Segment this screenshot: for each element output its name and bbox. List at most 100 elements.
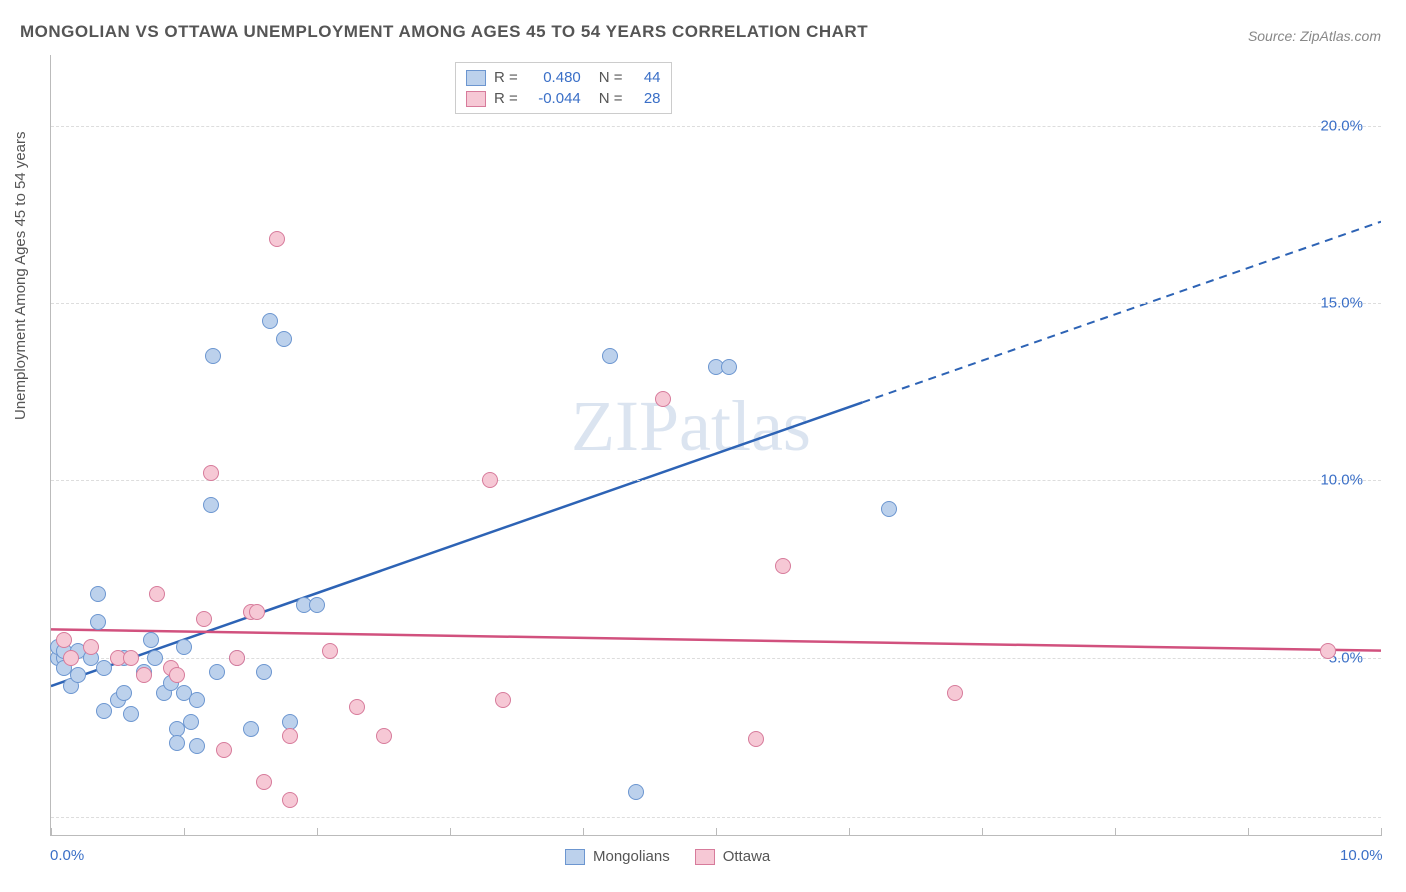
legend-R-value: -0.044: [526, 90, 581, 107]
regression-line: [51, 629, 1381, 650]
source-label: Source: ZipAtlas.com: [1248, 28, 1381, 44]
data-point: [56, 632, 72, 648]
data-point: [123, 706, 139, 722]
chart-container: MONGOLIAN VS OTTAWA UNEMPLOYMENT AMONG A…: [0, 0, 1406, 892]
data-point: [1320, 643, 1336, 659]
data-point: [602, 348, 618, 364]
x-tick: [450, 828, 451, 836]
data-point: [205, 348, 221, 364]
legend-row: R = -0.044 N = 28: [466, 88, 661, 109]
legend-R-label: R =: [494, 90, 518, 107]
data-point: [143, 632, 159, 648]
regression-lines-layer: [51, 55, 1381, 835]
data-point: [628, 784, 644, 800]
x-tick: [51, 828, 52, 836]
x-tick: [849, 828, 850, 836]
data-point: [881, 501, 897, 517]
y-tick-label: 20.0%: [1320, 117, 1363, 134]
data-point: [276, 331, 292, 347]
data-point: [183, 714, 199, 730]
data-point: [203, 465, 219, 481]
x-tick: [583, 828, 584, 836]
data-point: [90, 614, 106, 630]
gridline: [51, 126, 1381, 127]
data-point: [249, 604, 265, 620]
legend-swatch: [466, 91, 486, 107]
data-point: [947, 685, 963, 701]
data-point: [269, 231, 285, 247]
legend-N-value: 44: [631, 69, 661, 86]
x-tick-label: 10.0%: [1340, 847, 1383, 864]
legend-swatch: [466, 70, 486, 86]
x-tick: [982, 828, 983, 836]
data-point: [256, 664, 272, 680]
data-point: [229, 650, 245, 666]
gridline: [51, 817, 1381, 818]
data-point: [136, 667, 152, 683]
data-point: [63, 650, 79, 666]
data-point: [376, 728, 392, 744]
data-point: [96, 660, 112, 676]
data-point: [96, 703, 112, 719]
data-point: [209, 664, 225, 680]
x-tick: [716, 828, 717, 836]
x-tick: [317, 828, 318, 836]
legend-item: Mongolians: [565, 848, 670, 865]
legend-N-label: N =: [599, 90, 623, 107]
data-point: [775, 558, 791, 574]
data-point: [90, 586, 106, 602]
data-point: [262, 313, 278, 329]
data-point: [203, 497, 219, 513]
data-point: [721, 359, 737, 375]
data-point: [147, 650, 163, 666]
legend-R-label: R =: [494, 69, 518, 86]
y-axis-label: Unemployment Among Ages 45 to 54 years: [12, 131, 29, 420]
x-tick: [1115, 828, 1116, 836]
gridline: [51, 658, 1381, 659]
series-legend: Mongolians Ottawa: [565, 848, 770, 865]
gridline: [51, 480, 1381, 481]
correlation-legend: R = 0.480 N = 44 R = -0.044 N = 28: [455, 62, 672, 114]
data-point: [282, 728, 298, 744]
legend-row: R = 0.480 N = 44: [466, 67, 661, 88]
x-tick: [1381, 828, 1382, 836]
legend-series-name: Mongolians: [593, 848, 670, 865]
legend-item: Ottawa: [695, 848, 771, 865]
data-point: [70, 667, 86, 683]
data-point: [196, 611, 212, 627]
watermark-text: ZIPatlas: [571, 385, 811, 468]
regression-line: [51, 402, 862, 686]
data-point: [116, 685, 132, 701]
legend-N-value: 28: [631, 90, 661, 107]
legend-series-name: Ottawa: [723, 848, 771, 865]
data-point: [169, 667, 185, 683]
legend-R-value: 0.480: [526, 69, 581, 86]
data-point: [243, 721, 259, 737]
data-point: [482, 472, 498, 488]
data-point: [349, 699, 365, 715]
data-point: [189, 692, 205, 708]
y-tick-label: 15.0%: [1320, 295, 1363, 312]
data-point: [309, 597, 325, 613]
data-point: [748, 731, 764, 747]
data-point: [655, 391, 671, 407]
legend-N-label: N =: [599, 69, 623, 86]
x-tick-label: 0.0%: [50, 847, 84, 864]
gridline: [51, 303, 1381, 304]
x-tick: [184, 828, 185, 836]
chart-plot-area: ZIPatlas 5.0%10.0%15.0%20.0%: [50, 55, 1381, 836]
data-point: [495, 692, 511, 708]
legend-swatch: [695, 849, 715, 865]
data-point: [256, 774, 272, 790]
regression-line-extrapolated: [862, 222, 1381, 403]
legend-swatch: [565, 849, 585, 865]
data-point: [176, 639, 192, 655]
data-point: [169, 735, 185, 751]
data-point: [282, 792, 298, 808]
y-tick-label: 10.0%: [1320, 472, 1363, 489]
data-point: [83, 639, 99, 655]
data-point: [216, 742, 232, 758]
data-point: [149, 586, 165, 602]
chart-title: MONGOLIAN VS OTTAWA UNEMPLOYMENT AMONG A…: [20, 22, 868, 42]
data-point: [189, 738, 205, 754]
